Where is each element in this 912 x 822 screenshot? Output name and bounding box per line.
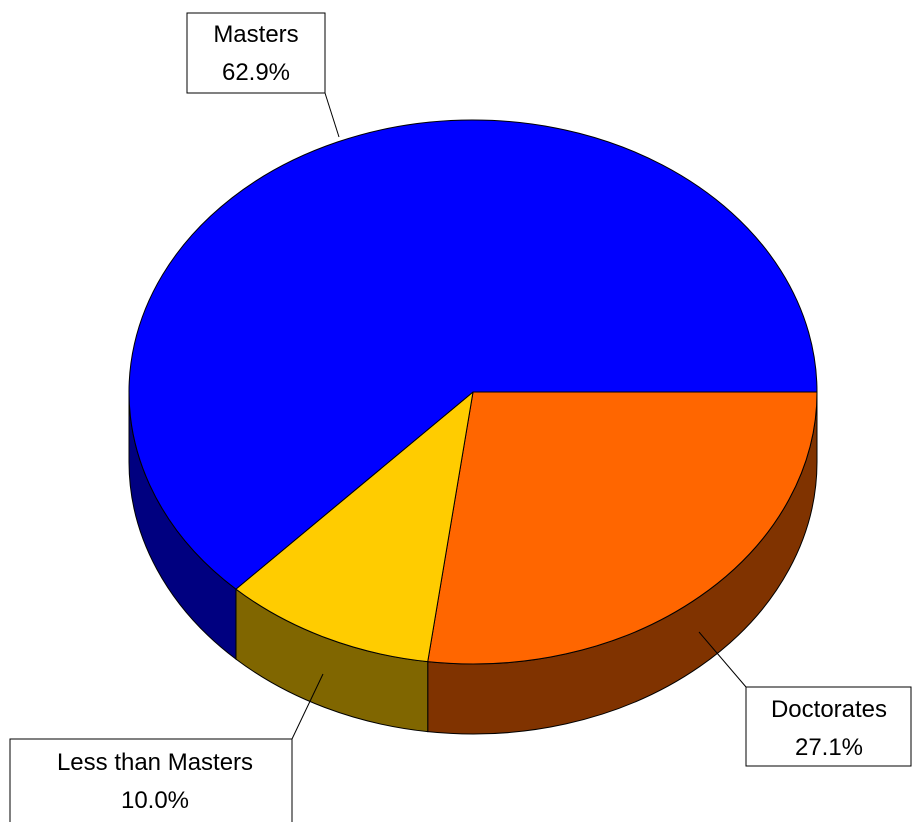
label-doctorates: Doctorates 27.1% (746, 687, 911, 766)
label-masters: Masters 62.9% (187, 13, 325, 93)
slice-doctorates (428, 392, 817, 664)
label-doctorates-value: 27.1% (795, 734, 863, 761)
leader-masters (325, 93, 339, 137)
pie-tops (129, 120, 817, 664)
label-less-than-masters-value: 10.0% (121, 787, 189, 814)
label-doctorates-name: Doctorates (771, 696, 887, 723)
label-masters-value: 62.9% (222, 59, 290, 86)
label-less-than-masters-name: Less than Masters (57, 749, 253, 776)
label-masters-name: Masters (213, 21, 298, 48)
label-less-than-masters: Less than Masters 10.0% (10, 739, 292, 822)
